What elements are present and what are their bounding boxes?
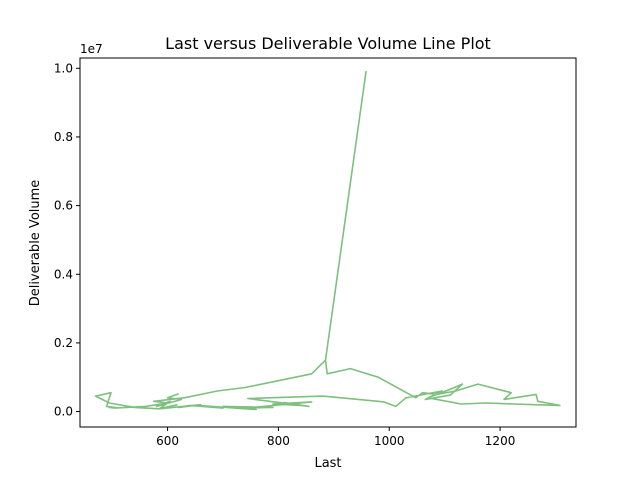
y-offset-label: 1e7 [80,42,103,56]
y-tick-label: 1.0 [54,61,73,75]
y-tick-label: 0.8 [54,130,73,144]
tick-layer: 600 800 1000 1200 0.0 0.2 0.4 0.6 0.8 1.0 [54,61,515,448]
y-tick-label: 0.0 [54,405,73,419]
x-tick-label: 800 [267,434,290,448]
series-line [94,70,561,411]
y-axis-label: Deliverable Volume [28,180,43,307]
x-tick-label: 1000 [374,434,405,448]
y-tick-label: 0.6 [54,199,73,213]
y-tick-label: 0.2 [54,336,73,350]
x-tick-label: 1200 [485,434,516,448]
plot-frame [79,57,577,428]
x-axis-label: Last [314,456,341,471]
series-layer [94,70,561,411]
y-tick-label: 0.4 [54,267,73,281]
chart-title: Last versus Deliverable Volume Line Plot [165,34,491,53]
x-tick-label: 600 [156,434,179,448]
